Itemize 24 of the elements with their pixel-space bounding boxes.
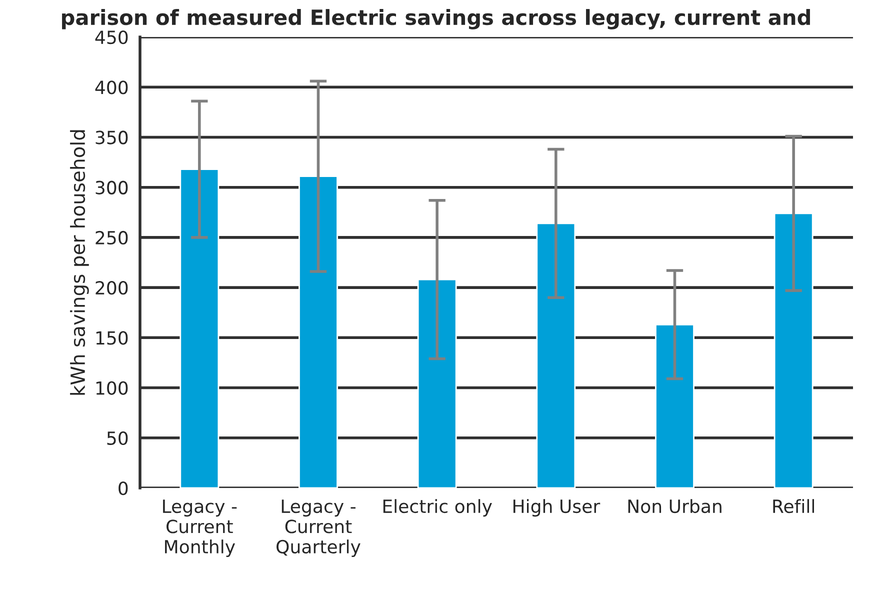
y-tick-label: 50: [107, 431, 128, 446]
x-tick-label: Refill: [773, 499, 814, 514]
y-tick-label: 0: [118, 481, 128, 496]
x-tick-label: High User: [513, 499, 600, 517]
y-tick-label: 350: [96, 130, 128, 144]
x-tick-label: Electric only: [383, 499, 492, 517]
bar: [180, 168, 220, 488]
bar: [774, 212, 814, 488]
x-tick-label: Legacy - Current Monthly: [163, 500, 237, 558]
x-tick-label: Legacy - Current Quarterly: [276, 500, 360, 558]
chart-title: parison of measured Electric savings across legacy, current and: [62, 9, 810, 30]
bar: [298, 176, 338, 488]
y-tick-label: 150: [96, 331, 128, 345]
y-tick-label: 400: [95, 80, 128, 94]
y-tick-label: 300: [96, 180, 128, 194]
x-tick-label: Non Urban: [628, 499, 722, 514]
y-tick-label: 450: [95, 30, 128, 44]
y-axis-title: kWh savings per household: [70, 130, 89, 395]
y-tick-label: 250: [96, 230, 128, 245]
bar: [417, 278, 457, 488]
y-tick-label: 100: [96, 381, 128, 395]
bar: [655, 324, 694, 488]
bar: [536, 222, 576, 488]
y-tick-label: 200: [96, 281, 128, 295]
